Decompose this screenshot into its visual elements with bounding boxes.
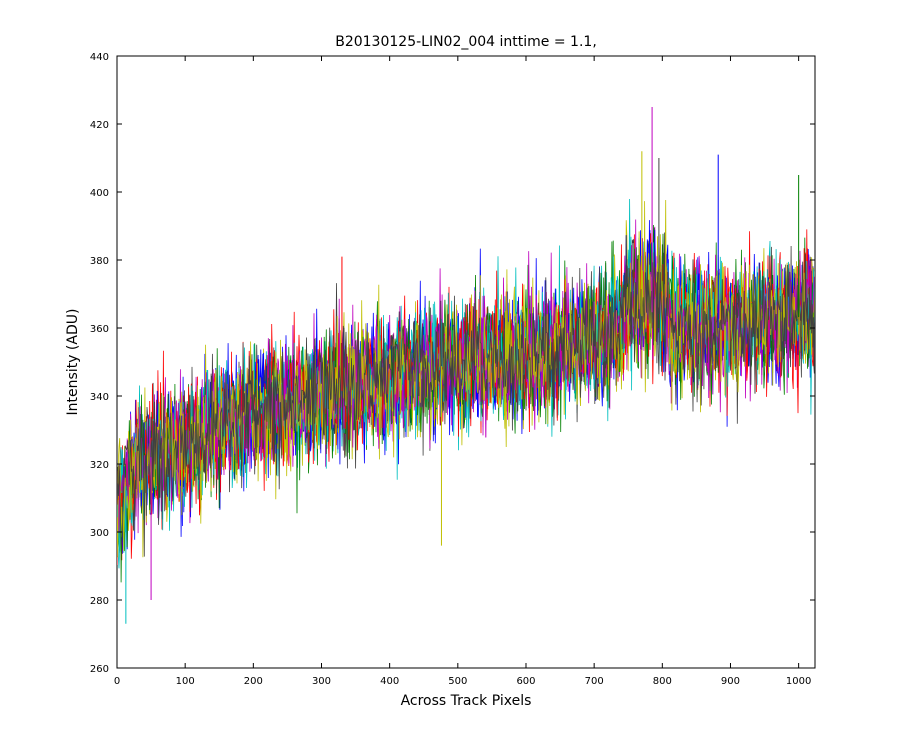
- series-layer: [117, 107, 815, 624]
- y-tick-label: 300: [90, 528, 109, 539]
- x-tick-label: 100: [176, 676, 195, 687]
- x-tick-label: 600: [516, 676, 535, 687]
- y-tick-label: 360: [90, 324, 109, 335]
- series-line: [117, 235, 815, 557]
- x-tick-label: 300: [312, 676, 331, 687]
- y-tick-label: 440: [90, 52, 109, 63]
- y-tick-label: 340: [90, 392, 109, 403]
- x-tick-label: 800: [653, 676, 672, 687]
- y-axis-title: Intensity (ADU): [65, 309, 81, 416]
- y-tick-label: 320: [90, 460, 109, 471]
- y-tick-label: 380: [90, 256, 109, 267]
- x-tick-label: 1000: [786, 676, 811, 687]
- x-axis: 0 100 200 300 400 500 600 700 800 900 1000: [114, 56, 811, 687]
- chart-title: B20130125-LIN02_004 inttime = 1.1,: [335, 34, 597, 50]
- y-tick-label: 420: [90, 120, 109, 131]
- series-line: [117, 201, 815, 558]
- x-tick-label: 700: [585, 676, 604, 687]
- y-tick-label: 280: [90, 596, 109, 607]
- x-tick-label: 900: [721, 676, 740, 687]
- y-tick-label: 260: [90, 664, 109, 675]
- y-axis: 260 280 300 320 340 360 380 400 420 440: [90, 52, 815, 675]
- x-tick-label: 200: [244, 676, 263, 687]
- y-tick-label: 400: [90, 188, 109, 199]
- x-axis-title: Across Track Pixels: [401, 693, 532, 709]
- x-tick-label: 0: [114, 676, 120, 687]
- x-tick-label: 400: [380, 676, 399, 687]
- x-tick-label: 500: [448, 676, 467, 687]
